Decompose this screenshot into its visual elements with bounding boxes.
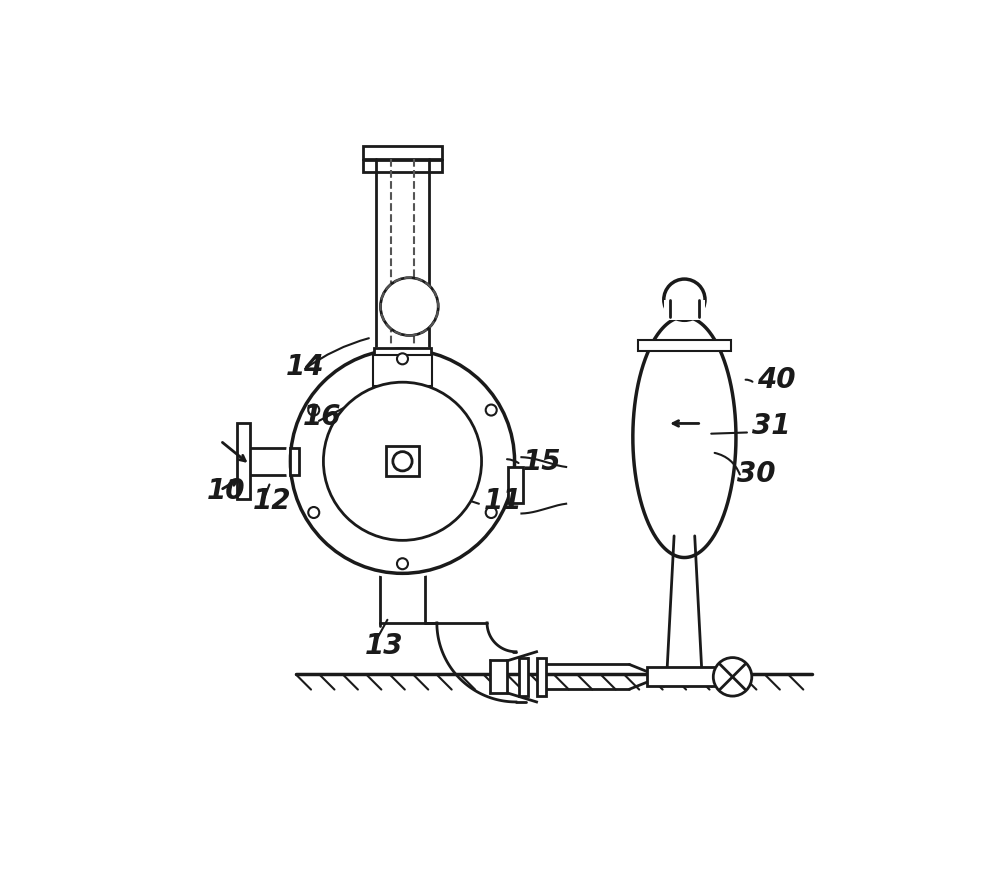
Text: 16: 16 <box>303 403 341 430</box>
Circle shape <box>380 278 438 336</box>
Text: 11: 11 <box>484 488 522 515</box>
Bar <box>373 355 432 386</box>
Circle shape <box>486 405 497 415</box>
Circle shape <box>308 507 319 518</box>
Bar <box>638 339 731 351</box>
Bar <box>290 447 299 475</box>
Text: 40: 40 <box>757 366 795 394</box>
Bar <box>363 160 442 172</box>
Bar <box>386 446 419 476</box>
Bar <box>647 667 736 687</box>
Circle shape <box>486 507 497 518</box>
Circle shape <box>713 657 752 697</box>
Text: 30: 30 <box>737 460 775 488</box>
Text: 14: 14 <box>286 354 324 381</box>
Text: 15: 15 <box>523 447 561 476</box>
Text: 12: 12 <box>253 488 291 515</box>
Circle shape <box>323 382 482 540</box>
Text: 13: 13 <box>365 632 403 660</box>
Bar <box>519 658 528 696</box>
Bar <box>349 387 456 398</box>
Bar <box>490 660 507 693</box>
Bar <box>537 658 546 696</box>
Circle shape <box>286 345 519 578</box>
Text: 31: 31 <box>752 412 790 439</box>
Bar <box>508 467 523 504</box>
Bar <box>363 146 442 159</box>
Circle shape <box>308 405 319 415</box>
Bar <box>349 366 456 378</box>
Bar <box>664 300 705 321</box>
Circle shape <box>397 354 408 364</box>
Bar <box>374 348 431 389</box>
Circle shape <box>397 558 408 569</box>
Text: 10: 10 <box>207 477 245 505</box>
Bar <box>237 423 250 499</box>
Circle shape <box>393 452 412 471</box>
Circle shape <box>664 279 705 321</box>
